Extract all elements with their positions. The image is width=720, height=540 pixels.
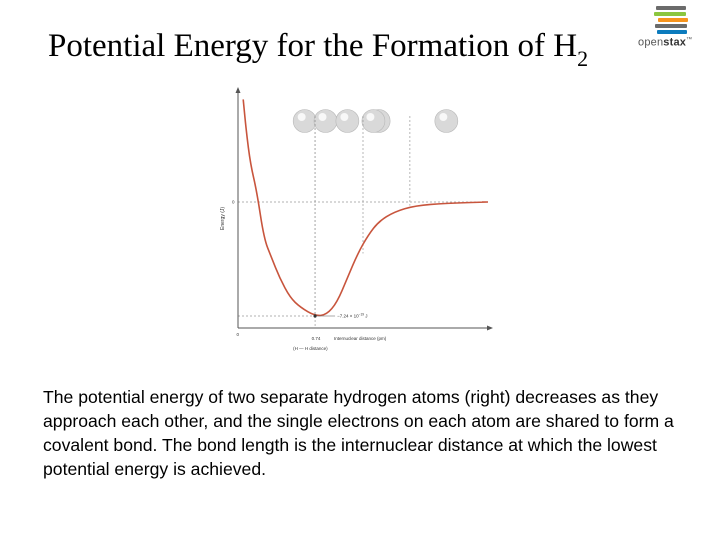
hydrogen-atom <box>335 109 360 133</box>
axes <box>235 87 493 331</box>
hydrogen-atom <box>292 109 317 133</box>
atom-highlight <box>366 113 375 121</box>
logo-stripe <box>655 24 687 28</box>
logo-stripe <box>656 6 686 10</box>
potential-energy-chart: Energy (J) Internuclear distance (pm) (H… <box>216 86 496 364</box>
logo-text-bold: stax <box>663 36 687 49</box>
x-tick-label: 0.74 <box>312 336 321 341</box>
annotation-unit: J <box>364 314 368 319</box>
energy-curve <box>242 99 489 317</box>
y-axis-arrow <box>235 87 241 93</box>
atom-highlight <box>439 113 448 121</box>
annotation-main: −7.24 × 10 <box>337 314 359 319</box>
slide-title-subscript: 2 <box>577 46 589 71</box>
slide-title: Potential Energy for the Formation of H2 <box>48 26 648 70</box>
chart-svg: Energy (J) Internuclear distance (pm) (H… <box>220 87 493 351</box>
logo-stripe <box>657 30 687 34</box>
slide-title-text: Potential Energy for the Formation of H <box>48 28 578 64</box>
logo-stripe <box>654 12 686 16</box>
guide-lines <box>238 116 490 328</box>
minimum-point <box>313 314 317 318</box>
x-axis-label: Internuclear distance (pm) <box>334 336 387 341</box>
atom-illustrations <box>292 109 459 133</box>
x-tick-label: 0 <box>237 332 240 337</box>
y-tick-label: 0 <box>232 200 235 205</box>
logo-trademark: ™ <box>686 37 693 43</box>
y-axis-label: Energy (J) <box>220 207 226 230</box>
minimum-energy-annotation: −7.24 × 10−19 J <box>337 313 367 319</box>
x-axis-arrow <box>487 325 493 331</box>
logo-wordmark: openstax™ <box>638 34 692 49</box>
openstax-logo: openstax™ <box>636 4 716 52</box>
atom-highlight <box>340 113 349 121</box>
hydrogen-atom <box>434 109 459 133</box>
logo-text-light: open <box>638 36 664 49</box>
hydrogen-atom <box>313 109 338 133</box>
slide-caption: The potential energy of two separate hyd… <box>43 387 674 479</box>
atom-highlight <box>318 113 327 121</box>
book-stack-icon <box>652 4 692 34</box>
x-axis-extra-label: (H — H distance) <box>293 346 328 351</box>
hydrogen-atom <box>361 109 386 133</box>
logo-stripe <box>658 18 688 22</box>
atom-highlight <box>297 113 306 121</box>
annotation-exponent: −19 <box>359 313 365 317</box>
